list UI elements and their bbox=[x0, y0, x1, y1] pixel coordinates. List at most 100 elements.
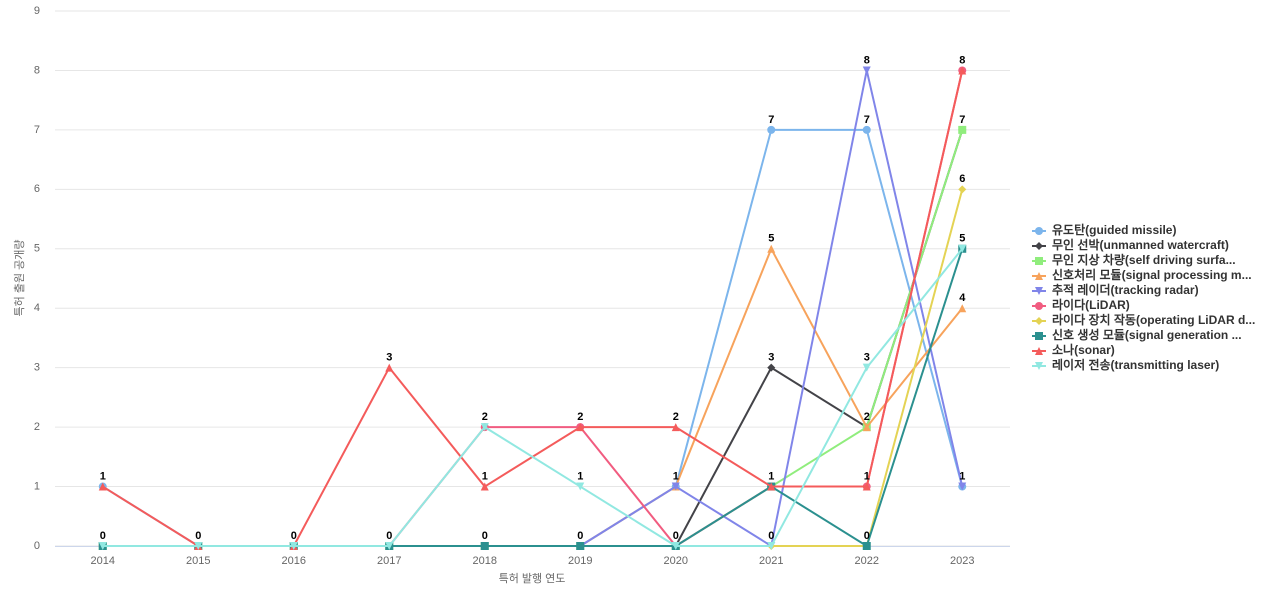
marker bbox=[98, 542, 107, 550]
marker bbox=[480, 482, 489, 491]
marker bbox=[958, 185, 967, 194]
legend-item[interactable]: 신호처리 모듈(signal processing m... bbox=[1032, 267, 1252, 282]
legend-item[interactable]: 유도탄(guided missile) bbox=[1032, 222, 1176, 237]
marker bbox=[958, 482, 967, 491]
marker bbox=[958, 244, 967, 253]
marker bbox=[767, 363, 776, 372]
x-tick-label: 2023 bbox=[950, 555, 974, 567]
x-axis-title: 특허 발행 연도 bbox=[499, 572, 566, 585]
y-tick-label: 8 bbox=[34, 64, 40, 76]
marker bbox=[480, 542, 489, 550]
series bbox=[98, 244, 967, 550]
data-label: 3 bbox=[386, 352, 392, 364]
data-label: 1 bbox=[577, 470, 583, 482]
y-tick-label: 7 bbox=[34, 124, 40, 136]
marker bbox=[1035, 227, 1043, 235]
line bbox=[102, 129, 964, 547]
y-tick-label: 4 bbox=[34, 302, 40, 314]
legend-label: 소나(sonar) bbox=[1052, 342, 1115, 357]
marker bbox=[1035, 272, 1043, 280]
data-label: 1 bbox=[673, 470, 679, 482]
marker bbox=[671, 423, 680, 432]
data-label: 1 bbox=[959, 470, 965, 482]
marker bbox=[767, 244, 776, 253]
line bbox=[102, 129, 964, 547]
legend-item[interactable]: 소나(sonar) bbox=[1032, 342, 1115, 357]
line bbox=[102, 128, 964, 547]
data-label: 4 bbox=[959, 292, 966, 304]
x-tick-label: 2014 bbox=[91, 555, 115, 567]
legend-item[interactable]: 추적 레이더(tracking radar) bbox=[1032, 282, 1199, 297]
marker bbox=[958, 125, 967, 134]
data-label: 0 bbox=[768, 530, 774, 542]
legend-label: 무인 지상 차량(self driving surfa... bbox=[1052, 252, 1236, 267]
series bbox=[98, 244, 967, 550]
marker bbox=[1035, 257, 1043, 265]
series bbox=[98, 244, 967, 550]
marker bbox=[1035, 362, 1043, 370]
data-label: 0 bbox=[100, 530, 106, 542]
data-label: 0 bbox=[291, 530, 297, 542]
data-label: 5 bbox=[959, 233, 965, 245]
marker bbox=[862, 423, 871, 432]
legend-item[interactable]: 레이저 전송(transmitting laser) bbox=[1032, 357, 1219, 372]
marker bbox=[1035, 347, 1043, 355]
marker bbox=[767, 542, 776, 550]
marker bbox=[480, 423, 489, 432]
data-label: 3 bbox=[864, 352, 870, 364]
legend-item[interactable]: 라이다 장치 작동(operating LiDAR d... bbox=[1032, 312, 1255, 327]
marker bbox=[576, 482, 585, 491]
legend-item[interactable]: 신호 생성 모듈(signal generation ... bbox=[1032, 327, 1242, 342]
line bbox=[102, 246, 964, 547]
data-label: 8 bbox=[959, 54, 965, 66]
y-tick-label: 0 bbox=[34, 540, 40, 552]
marker bbox=[958, 304, 967, 313]
y-tick-label: 5 bbox=[34, 243, 40, 255]
legend-label: 라이다 장치 작동(operating LiDAR d... bbox=[1052, 312, 1255, 327]
x-tick-label: 2020 bbox=[664, 555, 688, 567]
x-tick-label: 2015 bbox=[186, 555, 210, 567]
data-label: 0 bbox=[195, 530, 201, 542]
marker bbox=[862, 125, 871, 134]
data-label: 0 bbox=[482, 530, 488, 542]
data-label: 7 bbox=[959, 114, 965, 126]
data-label: 7 bbox=[864, 114, 870, 126]
marker bbox=[289, 542, 298, 550]
marker bbox=[862, 363, 871, 372]
data-label: 0 bbox=[386, 530, 392, 542]
marker bbox=[958, 66, 967, 75]
legend-item[interactable]: 라이다(LiDAR) bbox=[1032, 297, 1130, 312]
x-tick-label: 2018 bbox=[473, 555, 497, 567]
legend-label: 추적 레이더(tracking radar) bbox=[1052, 282, 1199, 297]
marker bbox=[1035, 287, 1043, 295]
y-axis-title: 특허 출원 공개량 bbox=[13, 240, 26, 317]
x-tick-label: 2016 bbox=[282, 555, 306, 567]
marker bbox=[385, 363, 394, 372]
legend-item[interactable]: 무인 선박(unmanned watercraft) bbox=[1032, 237, 1229, 252]
y-tick-label: 9 bbox=[34, 5, 40, 17]
marker bbox=[1035, 302, 1043, 310]
marker bbox=[385, 542, 394, 550]
x-tick-label: 2022 bbox=[855, 555, 879, 567]
y-tick-label: 6 bbox=[34, 183, 40, 195]
data-label: 7 bbox=[768, 114, 774, 126]
data-label: 1 bbox=[768, 470, 774, 482]
x-tick-label: 2017 bbox=[377, 555, 401, 567]
data-label: 2 bbox=[864, 411, 870, 423]
legend-label: 무인 선박(unmanned watercraft) bbox=[1052, 237, 1229, 252]
marker bbox=[576, 423, 585, 432]
line bbox=[102, 248, 964, 547]
data-label: 0 bbox=[673, 530, 679, 542]
marker bbox=[671, 542, 680, 550]
data-label: 0 bbox=[864, 530, 870, 542]
legend-label: 신호 생성 모듈(signal generation ... bbox=[1052, 327, 1242, 342]
legend-label: 신호처리 모듈(signal processing m... bbox=[1052, 267, 1252, 282]
marker bbox=[767, 125, 776, 134]
marker bbox=[671, 482, 680, 491]
line bbox=[102, 248, 964, 548]
data-label: 0 bbox=[577, 530, 583, 542]
y-tick-label: 1 bbox=[34, 480, 40, 492]
data-label: 5 bbox=[768, 233, 774, 245]
legend-item[interactable]: 무인 지상 차량(self driving surfa... bbox=[1032, 252, 1236, 267]
